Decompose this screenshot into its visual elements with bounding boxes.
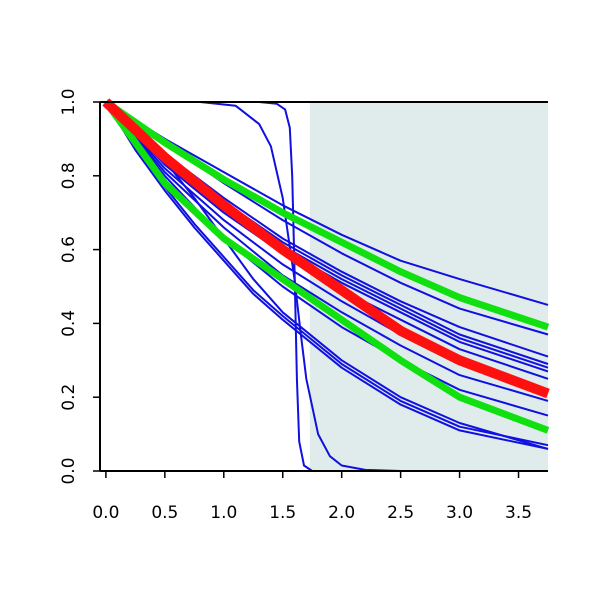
series-line-blue-8	[105, 101, 549, 402]
x-axis-ticks: 0.0 0.5 1.0 1.5 2.0 2.5 3.0 3.5	[92, 471, 532, 523]
series-line-blue-11	[105, 101, 549, 450]
series-line-blue-0	[105, 101, 549, 306]
y-tick-label: 1.0	[59, 88, 79, 115]
y-tick-label: 0.8	[59, 162, 79, 189]
y-tick-label: 0.4	[59, 310, 79, 337]
y-tick-label: 0.0	[59, 457, 79, 484]
x-tick-label: 3.5	[505, 503, 532, 523]
series-layer	[102, 98, 550, 472]
x-tick-label: 0.0	[92, 503, 119, 523]
x-tick-label: 1.5	[269, 503, 296, 523]
x-tick-label: 0.5	[151, 503, 178, 523]
x-tick-label: 2.5	[387, 503, 414, 523]
y-tick-label: 0.2	[59, 384, 79, 411]
x-tick-label: 2.0	[328, 503, 355, 523]
x-tick-label: 3.0	[446, 503, 473, 523]
series-line-blue-14	[105, 101, 548, 472]
series-line-green-16	[103, 99, 550, 434]
axes-layer	[99, 101, 548, 472]
series-line-red-17	[102, 98, 550, 399]
y-tick-label: 0.6	[59, 236, 79, 263]
series-line-blue-9	[105, 101, 549, 417]
x-tick-label: 1.0	[210, 503, 237, 523]
y-axis-ticks: 0.0 0.2 0.4 0.6 0.8 1.0	[59, 88, 100, 485]
series-line-green-15	[103, 99, 550, 331]
